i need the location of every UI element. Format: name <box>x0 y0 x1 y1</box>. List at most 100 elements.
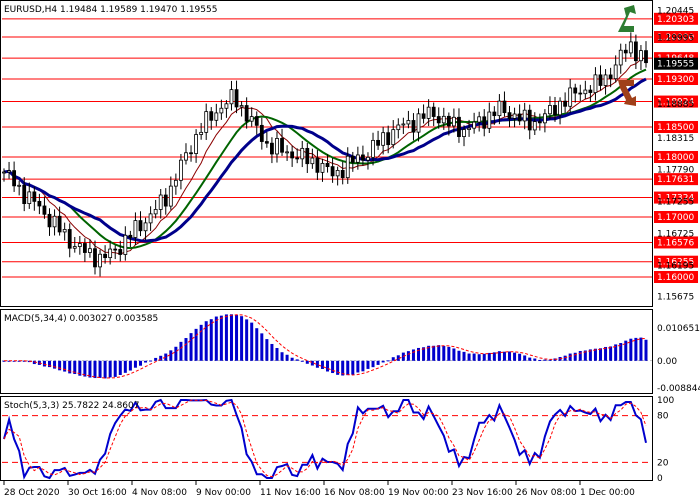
candle-body <box>593 74 598 93</box>
time-tick-label: 30 Oct 16:00 <box>68 488 127 498</box>
level-label-bg <box>654 211 698 223</box>
macd-bar <box>123 360 127 373</box>
stoch-main-line <box>3 398 647 480</box>
candle-body <box>477 116 482 123</box>
candle-body <box>406 120 411 125</box>
macd-bar <box>482 353 486 361</box>
level-label: 1.18000 <box>657 153 694 163</box>
candle-body <box>472 121 477 129</box>
macd-bar <box>497 351 501 361</box>
candle-body <box>22 184 27 204</box>
candle-body <box>441 115 446 124</box>
macd-tick-label: 0.00 <box>657 357 677 367</box>
candle-body <box>77 243 82 247</box>
macd-bar <box>113 360 117 377</box>
candle-body <box>588 89 593 93</box>
macd-bar <box>326 360 330 372</box>
candle-body <box>158 194 163 210</box>
candle-body <box>305 147 310 165</box>
macd-bar <box>250 322 254 361</box>
candle-body <box>497 100 502 117</box>
candle-body <box>254 116 259 126</box>
candle-body <box>244 105 249 122</box>
candle-body <box>148 213 153 224</box>
candle-body <box>300 147 305 160</box>
macd-bar <box>528 357 532 361</box>
stoch-panel-frame <box>0 396 653 481</box>
stoch-tick-label: 80 <box>657 412 669 422</box>
candle-body <box>17 184 22 187</box>
macd-bar <box>578 350 582 361</box>
candle-body <box>335 170 340 177</box>
candle-body <box>98 253 102 268</box>
candle-body <box>391 129 396 146</box>
level-label-bg <box>654 12 698 25</box>
candle-body <box>47 213 52 228</box>
candle-body <box>507 112 512 119</box>
macd-bar <box>73 360 77 375</box>
price-axis: 1.204451.199951.195351.188851.183151.177… <box>654 6 698 303</box>
level-label: 1.20000 <box>657 33 694 43</box>
candle-body <box>366 156 370 161</box>
candle-body <box>330 166 335 177</box>
macd-bar <box>174 346 178 361</box>
candle-body <box>401 123 406 126</box>
macd-bar <box>179 341 183 361</box>
stoch-signal-line <box>3 399 647 478</box>
candle-body <box>285 151 289 154</box>
ma-slow-line <box>3 77 647 243</box>
candle-body <box>168 185 173 207</box>
stochastic-oscillator <box>2 398 652 480</box>
macd-bar <box>98 360 102 378</box>
candle-body <box>386 132 391 146</box>
trend-down-arrow-icon <box>618 80 636 106</box>
macd-bar <box>245 319 249 361</box>
candle-body <box>229 89 234 105</box>
candle-body <box>457 116 461 137</box>
candle-body <box>350 155 355 163</box>
time-axis: 28 Oct 2020 30 Oct 16:00 4 Nov 08:00 9 Nov … <box>3 481 635 498</box>
level-label-bg <box>654 191 698 204</box>
macd-bar <box>624 340 628 361</box>
price-tick-label: 1.15675 <box>657 293 694 303</box>
macd-bar <box>406 351 410 361</box>
price-tick-label: 1.18885 <box>657 100 694 110</box>
time-tick-label: 1 Dec 00:00 <box>580 488 635 498</box>
macd-bar <box>280 352 284 361</box>
macd-bar <box>42 360 46 367</box>
macd-bar <box>396 355 400 361</box>
macd-bar <box>305 360 309 364</box>
candle-body <box>259 124 264 142</box>
candle-body <box>578 92 583 95</box>
macd-bar <box>533 358 537 361</box>
level-label-bg <box>654 151 698 163</box>
candlesticks <box>2 32 648 277</box>
macd-bar <box>103 360 107 379</box>
macd-bar <box>199 324 203 361</box>
price-tick-label: 1.16725 <box>657 230 694 240</box>
macd-bar <box>63 360 67 372</box>
macd-bar <box>604 346 608 361</box>
candle-body <box>467 127 471 130</box>
candle-body <box>27 191 32 204</box>
macd-axis: 0.010651 0.00 -0.008844 <box>657 324 700 394</box>
macd-bar <box>477 354 481 361</box>
candle-body <box>421 113 426 119</box>
time-tick-label: 28 Oct 2020 <box>4 488 60 498</box>
macd-bar <box>518 353 522 361</box>
macd-bar <box>437 345 441 361</box>
candle-body <box>618 49 623 66</box>
level-label: 1.19300 <box>657 75 694 85</box>
candle-body <box>88 248 92 253</box>
macd-bar <box>487 352 491 361</box>
macd-bar <box>83 360 87 377</box>
macd-bar <box>295 359 299 361</box>
macd-bar <box>391 357 395 361</box>
candle-body <box>568 87 573 107</box>
macd-bar <box>144 360 148 363</box>
price-tick-label: 1.17790 <box>657 166 694 176</box>
macd-bar <box>629 338 633 361</box>
stoch-label: Stoch(5,3,3) 25.7822 24.8607 <box>4 401 139 411</box>
candle-body <box>633 41 638 62</box>
